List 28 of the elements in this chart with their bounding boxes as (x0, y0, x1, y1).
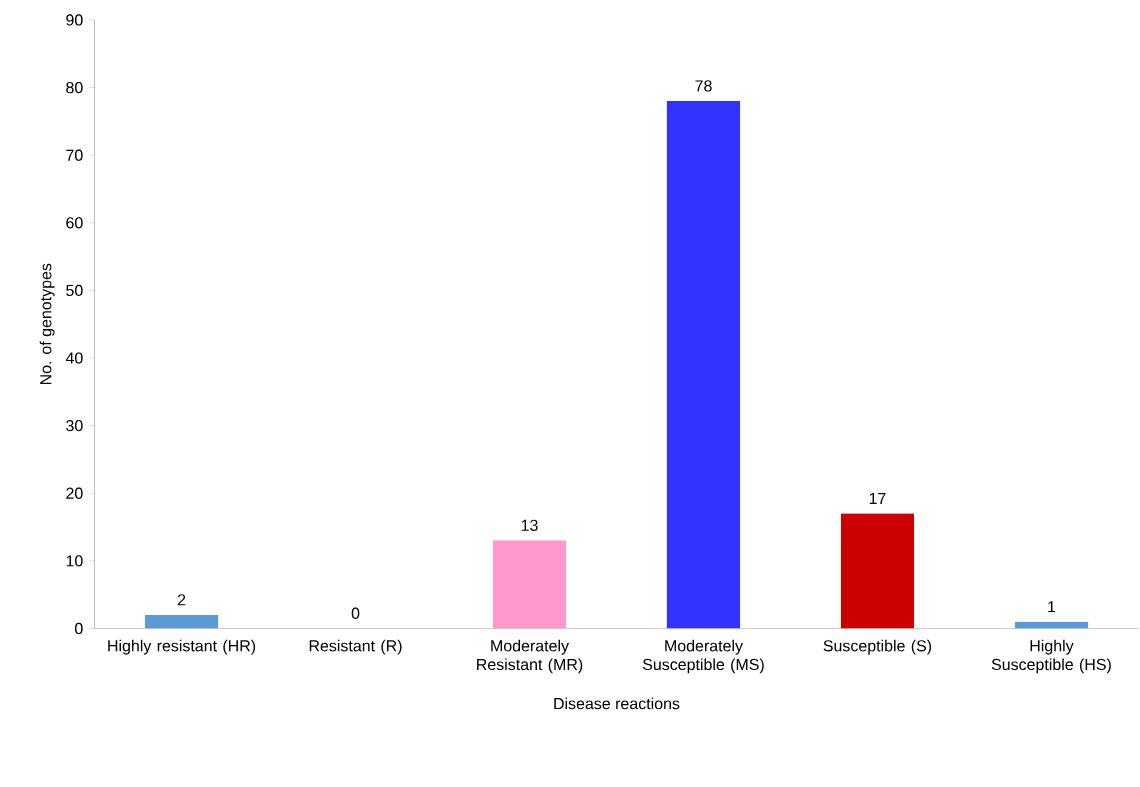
bar (666, 101, 741, 629)
x-tick-label: Resistant (R) (309, 639, 402, 655)
bar (840, 513, 915, 629)
y-tick-label: 30 (66, 420, 83, 432)
data-label: 2 (177, 594, 186, 606)
y-tick-label: 90 (66, 14, 83, 26)
data-label: 78 (695, 80, 712, 92)
y-tick-label: 70 (66, 149, 83, 161)
y-tick-label: 20 (66, 487, 83, 499)
x-tick-label: Highly Susceptible (HS) (991, 639, 1111, 674)
x-tick-label: Moderately Susceptible (MS) (642, 639, 764, 674)
y-tick-label: 80 (66, 81, 83, 94)
y-tick-label: 60 (66, 217, 83, 229)
y-tick-label: 0 (75, 622, 83, 635)
data-label: 13 (521, 519, 538, 532)
data-label: 17 (869, 492, 886, 504)
data-label: 1 (1048, 601, 1056, 613)
x-axis-title: Disease reactions (554, 697, 680, 710)
bar (144, 614, 219, 629)
y-tick-label: 10 (66, 555, 83, 567)
data-label: 0 (351, 607, 360, 619)
x-tick-label: Moderately Resistant (MR) (477, 639, 583, 674)
y-axis-title: No. of genotypes (39, 263, 55, 385)
y-tick-label: 40 (65, 352, 83, 364)
x-tick-label: Highly resistant (HR) (108, 639, 256, 655)
y-tick-label: 50 (66, 284, 83, 297)
bar (492, 540, 567, 629)
x-tick-label: Susceptible (S) (823, 639, 932, 655)
